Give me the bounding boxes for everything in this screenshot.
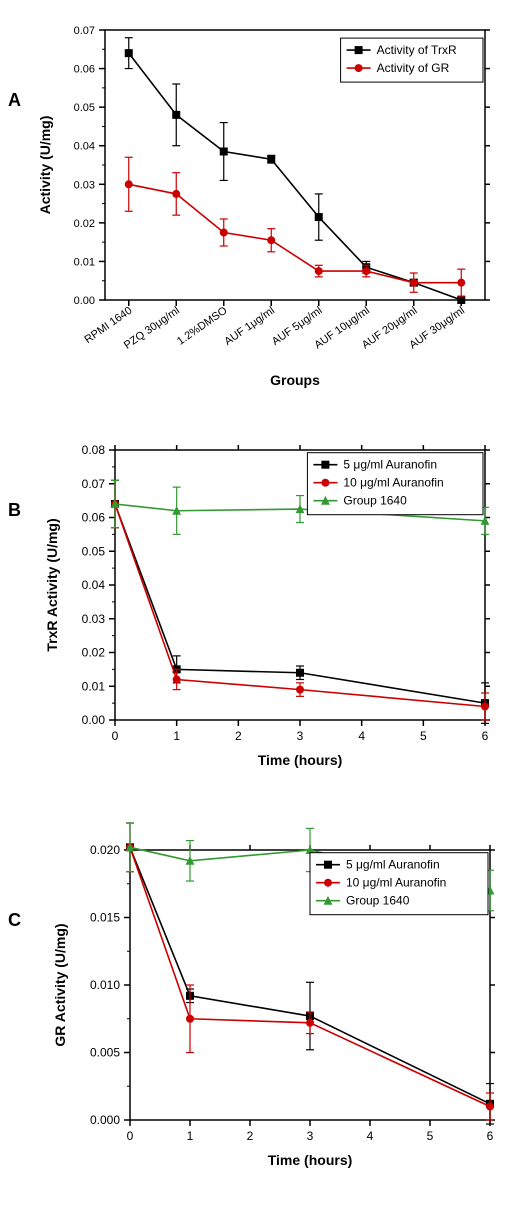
svg-text:1.2%DMSO: 1.2%DMSO	[175, 304, 230, 347]
svg-text:0.03: 0.03	[74, 179, 95, 191]
svg-text:2: 2	[247, 1129, 254, 1143]
svg-text:0: 0	[127, 1129, 134, 1143]
svg-text:Activity (U/mg): Activity (U/mg)	[37, 116, 53, 215]
svg-text:GR Activity (U/mg): GR Activity (U/mg)	[52, 923, 68, 1046]
panel-c: 0.000 0.005 0.010 0.015 0.020 0 1 2 3 4 5 6 Time (ho…	[30, 820, 500, 1210]
svg-text:TrxR Activity (U/mg): TrxR Activity (U/mg)	[44, 518, 60, 651]
svg-text:6: 6	[487, 1129, 494, 1143]
svg-text:0.06: 0.06	[82, 511, 106, 525]
svg-text:Group 1640: Group 1640	[343, 494, 407, 508]
svg-text:10 μg/ml Auranofin: 10 μg/ml Auranofin	[346, 876, 446, 890]
panel-a: 0.000.010.020.030.040.050.060.07RPMI 164…	[30, 10, 500, 400]
svg-text:4: 4	[367, 1129, 374, 1143]
svg-text:0.00: 0.00	[74, 295, 95, 307]
svg-text:0.02: 0.02	[74, 218, 95, 230]
svg-text:0: 0	[112, 729, 119, 743]
svg-text:Groups: Groups	[270, 372, 320, 388]
svg-text:Group 1640: Group 1640	[346, 894, 410, 908]
svg-text:0.03: 0.03	[82, 612, 106, 626]
svg-text:5: 5	[420, 729, 427, 743]
svg-text:0.08: 0.08	[82, 443, 106, 457]
svg-text:0.015: 0.015	[90, 911, 120, 925]
svg-text:5 μg/ml Auranofin: 5 μg/ml Auranofin	[346, 858, 440, 872]
svg-text:0.05: 0.05	[82, 544, 106, 558]
svg-text:Time (hours): Time (hours)	[268, 1152, 353, 1168]
svg-text:4: 4	[358, 729, 365, 743]
svg-text:10 μg/ml Auranofin: 10 μg/ml Auranofin	[343, 476, 443, 490]
panel-label-a: A	[8, 90, 21, 111]
svg-text:0.010: 0.010	[90, 978, 120, 992]
svg-text:Activity of TrxR: Activity of TrxR	[377, 43, 457, 57]
svg-text:0.020: 0.020	[90, 843, 120, 857]
svg-text:2: 2	[235, 729, 242, 743]
svg-text:0.000: 0.000	[90, 1113, 120, 1127]
svg-text:0.01: 0.01	[82, 679, 106, 693]
svg-text:0.06: 0.06	[74, 64, 95, 76]
svg-text:5 μg/ml Auranofin: 5 μg/ml Auranofin	[343, 458, 437, 472]
svg-text:3: 3	[307, 1129, 314, 1143]
figure: A 0.000.010.020.030.040.050.060.07RPMI 1…	[0, 0, 515, 1219]
svg-text:0.05: 0.05	[74, 102, 95, 114]
svg-text:6: 6	[482, 729, 489, 743]
svg-text:0.005: 0.005	[90, 1046, 120, 1060]
svg-text:AUF 1μg/ml: AUF 1μg/ml	[222, 305, 277, 348]
svg-text:0.07: 0.07	[74, 25, 95, 37]
svg-text:1: 1	[187, 1129, 194, 1143]
panel-label-b: B	[8, 500, 21, 521]
svg-text:1: 1	[173, 729, 180, 743]
svg-text:0.07: 0.07	[82, 477, 106, 491]
panel-label-c: C	[8, 910, 21, 931]
svg-text:5: 5	[427, 1129, 434, 1143]
panel-b: 0.00 0.01 0.02 0.03 0.04 0.05 0.06 0.07 0.08 0 1 2 3…	[30, 420, 500, 800]
svg-text:0.00: 0.00	[82, 713, 106, 727]
svg-text:Time (hours): Time (hours)	[258, 752, 343, 768]
svg-text:3: 3	[297, 729, 304, 743]
svg-text:0.04: 0.04	[82, 578, 106, 592]
svg-text:Activity of GR: Activity of GR	[377, 61, 450, 75]
svg-text:0.02: 0.02	[82, 646, 106, 660]
svg-text:0.01: 0.01	[74, 256, 95, 268]
svg-text:0.04: 0.04	[74, 141, 95, 153]
